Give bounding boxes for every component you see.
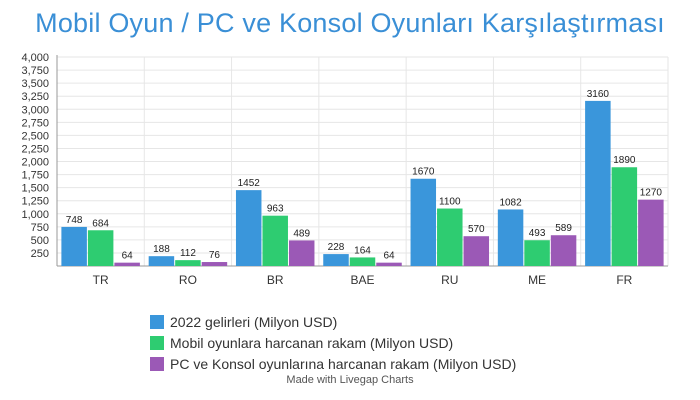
y-tick-label: 3,750	[21, 65, 49, 77]
y-tick-label: 3,000	[21, 104, 49, 116]
y-tick-label: 1,000	[21, 209, 49, 221]
y-tick-label: 2,500	[21, 130, 49, 142]
bar	[349, 257, 376, 266]
data-label: 1270	[640, 188, 663, 199]
bar	[235, 190, 262, 266]
x-tick-label: FR	[616, 273, 632, 287]
legend-item-mobile[interactable]: Mobil oyunlara harcanan rakam (Milyon US…	[150, 332, 516, 353]
data-label: 76	[209, 250, 221, 261]
bar	[638, 199, 664, 266]
bar	[611, 167, 638, 266]
data-label: 1452	[238, 178, 261, 189]
data-label: 228	[328, 242, 345, 253]
y-tick-label: 3,500	[21, 78, 49, 90]
bar	[262, 215, 288, 266]
footer-credit: Made with Livegap Charts	[286, 374, 414, 386]
bar	[288, 240, 315, 266]
data-label: 748	[66, 215, 83, 226]
bar	[148, 256, 175, 266]
legend-label-pc-console: PC ve Konsol oyunlarına harcanan rakam (…	[170, 355, 517, 372]
data-label: 493	[529, 228, 546, 239]
data-label: 684	[92, 218, 109, 229]
x-tick-label: ME	[528, 273, 546, 287]
bar	[201, 262, 228, 266]
y-tick-label: 1,750	[21, 170, 49, 182]
bar	[585, 100, 611, 266]
data-label: 1890	[613, 155, 636, 166]
bar	[524, 240, 550, 266]
data-label: 3160	[587, 89, 610, 100]
data-label: 1082	[499, 197, 522, 208]
legend-label-mobile: Mobil oyunlara harcanan rakam (Milyon US…	[170, 334, 454, 351]
chart-title: Mobil Oyun / PC ve Konsol Oyunları Karşı…	[35, 8, 665, 38]
data-label: 963	[267, 204, 284, 215]
data-label: 1100	[439, 197, 461, 208]
bar	[61, 226, 87, 266]
legend-swatch-mobile	[150, 335, 164, 350]
data-label: 188	[153, 244, 170, 255]
bar	[437, 208, 463, 266]
data-label: 64	[122, 251, 134, 262]
y-tick-label: 2,250	[21, 143, 49, 155]
bar	[497, 209, 524, 266]
data-label: 112	[180, 248, 196, 259]
y-tick-label: 1,250	[21, 196, 49, 208]
y-tick-label: 2,000	[21, 157, 49, 169]
x-tick-label: TR	[93, 273, 109, 287]
legend-item-revenue[interactable]: 2022 gelirleri (Milyon USD)	[150, 311, 516, 332]
data-label: 164	[354, 245, 371, 256]
data-label: 570	[468, 224, 485, 235]
legend-swatch-pc-console	[150, 356, 164, 371]
bar	[550, 235, 577, 266]
legend-swatch-revenue	[150, 314, 164, 329]
y-tick-label: 4,000	[21, 52, 49, 64]
x-tick-label: RO	[179, 273, 197, 287]
bar	[87, 230, 114, 266]
x-tick-label: RU	[441, 273, 458, 287]
bar	[463, 236, 490, 266]
bar	[175, 260, 201, 266]
bar-chart: 2505007501,0001,2501,5001,7502,0002,2502…	[21, 52, 669, 287]
data-label: 1670	[412, 167, 435, 178]
bar	[114, 262, 140, 266]
legend: 2022 gelirleri (Milyon USD) Mobil oyunla…	[150, 311, 516, 374]
data-label: 64	[383, 251, 395, 262]
data-label: 489	[293, 228, 310, 239]
legend-item-pc-console[interactable]: PC ve Konsol oyunlarına harcanan rakam (…	[150, 353, 516, 374]
y-tick-label: 2,750	[21, 117, 49, 129]
bar	[376, 262, 402, 266]
y-tick-label: 250	[31, 248, 49, 260]
bar	[410, 178, 437, 266]
data-label: 589	[555, 223, 572, 234]
legend-label-revenue: 2022 gelirleri (Milyon USD)	[170, 313, 338, 330]
y-tick-label: 1,500	[21, 183, 49, 195]
y-tick-label: 500	[31, 235, 49, 247]
y-tick-label: 750	[31, 222, 49, 234]
x-tick-label: BAE	[350, 273, 374, 287]
y-tick-label: 3,250	[21, 91, 49, 103]
x-tick-label: BR	[267, 273, 284, 287]
bar	[323, 254, 349, 266]
